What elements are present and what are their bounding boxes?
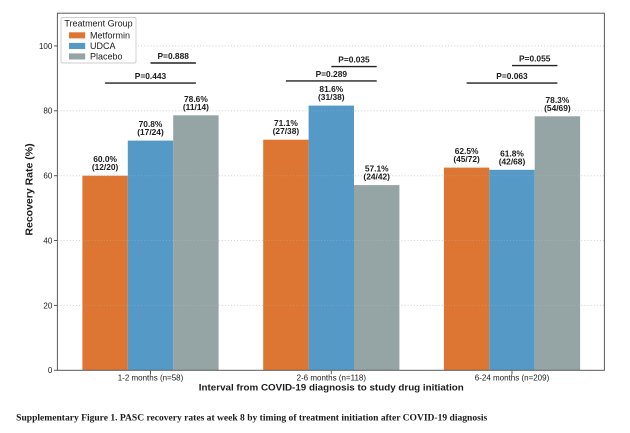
svg-text:20: 20 — [43, 301, 52, 310]
svg-text:Metformin: Metformin — [90, 31, 130, 41]
svg-text:(17/24): (17/24) — [137, 127, 164, 137]
svg-text:P=0.443: P=0.443 — [135, 71, 167, 81]
svg-text:P=0.055: P=0.055 — [519, 54, 551, 64]
svg-text:62.5%: 62.5% — [455, 146, 479, 156]
svg-text:(11/14): (11/14) — [183, 102, 209, 112]
svg-text:71.1%: 71.1% — [274, 118, 298, 128]
svg-text:P=0.289: P=0.289 — [316, 69, 348, 79]
svg-text:60.0%: 60.0% — [93, 154, 117, 164]
svg-text:UDCA: UDCA — [90, 41, 116, 51]
svg-text:100: 100 — [39, 42, 53, 51]
svg-text:80: 80 — [43, 107, 52, 116]
svg-text:(24/42): (24/42) — [363, 172, 390, 182]
svg-text:P=0.035: P=0.035 — [338, 55, 370, 65]
svg-text:P=0.888: P=0.888 — [157, 51, 189, 61]
svg-text:0: 0 — [48, 366, 53, 375]
svg-text:61.8%: 61.8% — [500, 148, 524, 158]
svg-text:78.6%: 78.6% — [184, 94, 208, 104]
svg-text:1-2 months (n=58): 1-2 months (n=58) — [118, 373, 184, 382]
svg-text:78.3%: 78.3% — [546, 95, 570, 105]
svg-text:(12/20): (12/20) — [92, 162, 119, 172]
svg-text:60: 60 — [43, 172, 52, 181]
svg-text:40: 40 — [43, 236, 52, 245]
svg-text:(27/38): (27/38) — [273, 126, 300, 136]
svg-text:(31/38): (31/38) — [318, 92, 345, 102]
svg-text:81.6%: 81.6% — [319, 84, 343, 94]
svg-text:Recovery Rate (%): Recovery Rate (%) — [23, 143, 35, 235]
svg-text:70.8%: 70.8% — [139, 119, 163, 129]
svg-text:Supplementary Figure 1. PASC r: Supplementary Figure 1. PASC recovery ra… — [16, 414, 487, 424]
svg-text:(54/69): (54/69) — [544, 103, 571, 113]
svg-text:2-6 months (n=118): 2-6 months (n=118) — [297, 373, 367, 382]
svg-text:P=0.063: P=0.063 — [496, 71, 528, 81]
svg-text:Treatment Group: Treatment Group — [64, 19, 132, 29]
svg-text:(42/68): (42/68) — [499, 156, 526, 166]
svg-text:Placebo: Placebo — [90, 52, 123, 62]
svg-text:Interval from COVID-19 diagnos: Interval from COVID-19 diagnosis to stud… — [199, 382, 464, 393]
svg-text:6-24 months (n=209): 6-24 months (n=209) — [475, 373, 550, 382]
svg-text:57.1%: 57.1% — [365, 164, 389, 174]
svg-text:(45/72): (45/72) — [453, 154, 480, 164]
